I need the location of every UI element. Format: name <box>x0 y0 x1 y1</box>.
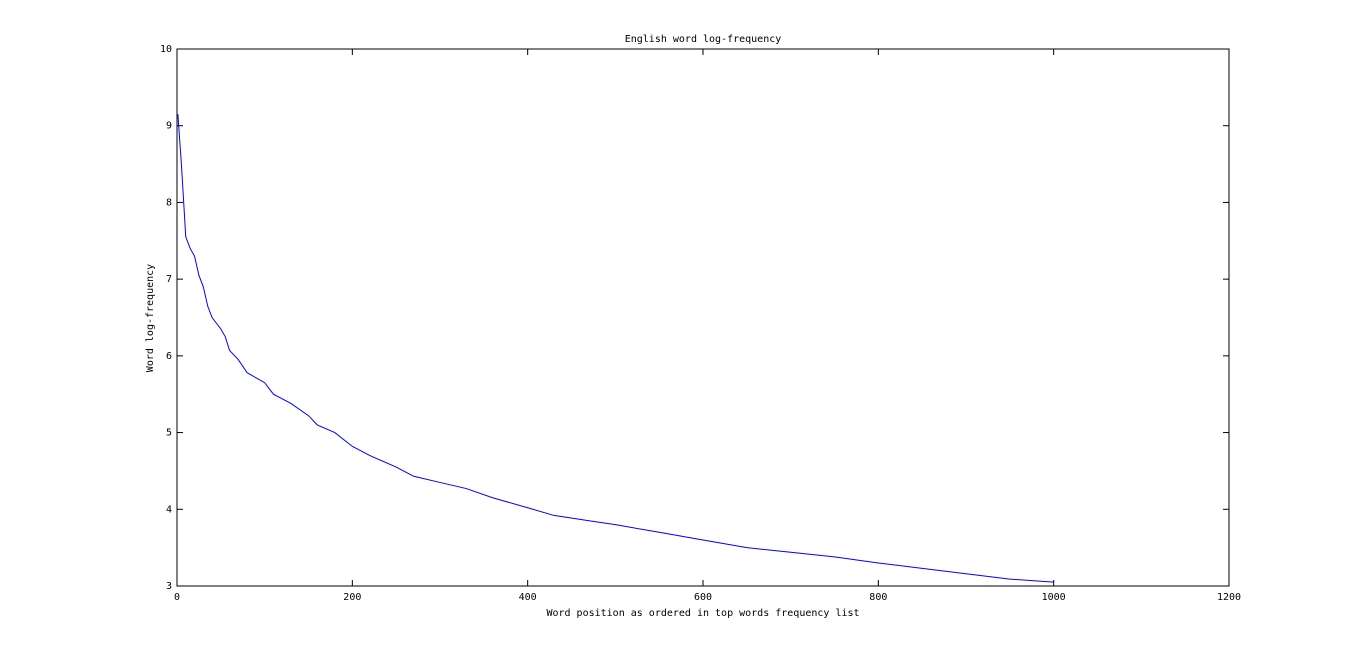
x-tick-label: 800 <box>869 592 887 603</box>
x-tick-label: 600 <box>694 592 712 603</box>
y-tick-label: 7 <box>166 274 172 285</box>
x-tick-label: 0 <box>174 592 180 603</box>
plot-frame <box>176 48 1230 587</box>
y-tick-label: 5 <box>166 428 172 439</box>
x-tick-label: 400 <box>519 592 537 603</box>
y-tick-label: 6 <box>166 351 172 362</box>
data-line <box>177 114 1054 583</box>
x-tick-label: 200 <box>343 592 361 603</box>
x-tick-label: 1000 <box>1042 592 1066 603</box>
x-tick-label: 1200 <box>1217 592 1241 603</box>
chart-title: English word log-frequency <box>625 34 782 45</box>
y-tick-label: 8 <box>166 197 172 208</box>
y-tick-label: 4 <box>166 504 172 515</box>
y-tick-label: 9 <box>166 121 172 132</box>
y-tick-label: 3 <box>166 581 172 592</box>
y-tick-label: 10 <box>160 44 172 55</box>
y-axis-label: Word log-frequency <box>145 264 156 372</box>
x-axis-label: Word position as ordered in top words fr… <box>546 608 859 619</box>
